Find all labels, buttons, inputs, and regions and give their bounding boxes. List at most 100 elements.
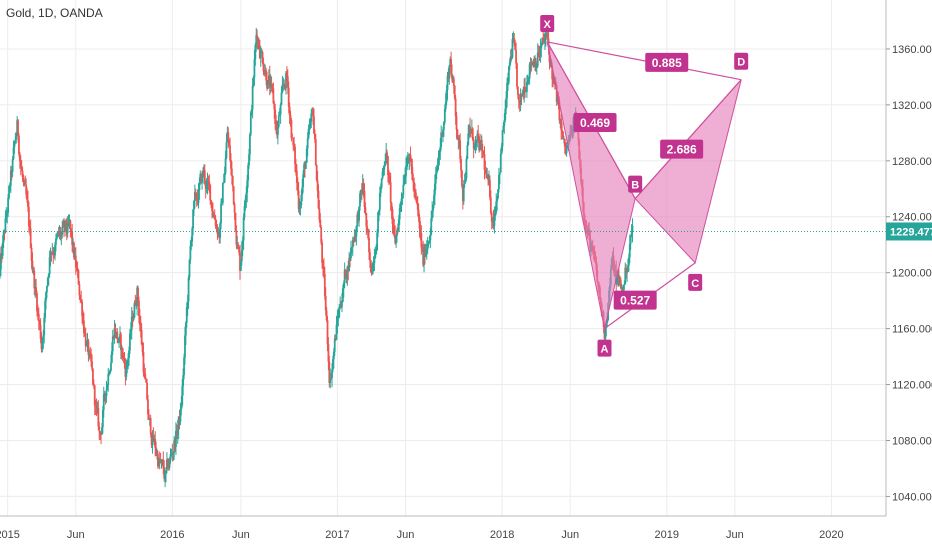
candle-body bbox=[289, 115, 292, 121]
candle-body bbox=[19, 160, 22, 167]
candle-body bbox=[51, 252, 54, 254]
candle-body bbox=[357, 214, 360, 221]
candle-body bbox=[618, 279, 621, 281]
candle-body bbox=[167, 467, 170, 469]
candle-body bbox=[430, 218, 433, 235]
candle-body bbox=[297, 190, 300, 210]
candle-body bbox=[387, 175, 390, 177]
candle-body bbox=[422, 249, 425, 266]
ratio-label-bg bbox=[613, 290, 657, 310]
candle-body bbox=[229, 145, 231, 161]
candle-body bbox=[255, 35, 258, 46]
ratio-label: 0.885 bbox=[652, 56, 682, 70]
candles bbox=[0, 24, 634, 488]
candle-body bbox=[414, 192, 416, 194]
candle-body bbox=[201, 173, 204, 183]
candle-body bbox=[93, 385, 96, 406]
candle-body bbox=[159, 461, 162, 463]
candle-body bbox=[304, 164, 306, 169]
candle-body bbox=[372, 263, 375, 265]
candle-body bbox=[503, 120, 506, 126]
candle-body bbox=[125, 367, 128, 377]
candle-body bbox=[511, 39, 514, 58]
candle-body bbox=[102, 394, 105, 410]
candle-body bbox=[63, 221, 65, 228]
candle-body bbox=[392, 223, 395, 226]
candle-body bbox=[406, 163, 408, 167]
candle-body bbox=[532, 61, 535, 65]
candle-body bbox=[245, 192, 248, 200]
candle-body bbox=[60, 234, 63, 237]
candle-body bbox=[24, 181, 27, 185]
candle-body bbox=[397, 219, 400, 231]
candle-body bbox=[373, 257, 376, 264]
y-tick-label: 1320.000 bbox=[892, 100, 932, 112]
candle-body bbox=[14, 139, 17, 142]
candle-body bbox=[220, 203, 222, 224]
candle-body bbox=[534, 60, 536, 67]
candle-body bbox=[97, 407, 100, 427]
candle-body bbox=[231, 175, 234, 187]
candle-body bbox=[606, 320, 609, 323]
candle-body bbox=[174, 440, 176, 447]
candle-body bbox=[438, 152, 441, 158]
candle-body bbox=[138, 300, 140, 317]
candle-body bbox=[214, 219, 217, 227]
candle-body bbox=[456, 129, 459, 140]
candle-body bbox=[101, 427, 103, 435]
pattern-triangle-bcd[interactable] bbox=[634, 79, 742, 264]
candle-body bbox=[482, 151, 485, 155]
candle-body bbox=[308, 127, 311, 129]
candle-body bbox=[603, 326, 606, 339]
candle-body bbox=[286, 76, 289, 88]
candle-body bbox=[404, 176, 407, 183]
candle-body bbox=[27, 207, 30, 227]
candle-body bbox=[461, 170, 463, 187]
candle-body bbox=[271, 84, 274, 89]
y-tick-label: 1040.000 bbox=[892, 491, 932, 503]
candle-body bbox=[451, 73, 453, 80]
candle-body bbox=[272, 88, 275, 104]
candle-body bbox=[356, 214, 359, 227]
candle-body bbox=[208, 181, 211, 185]
candle-body bbox=[130, 316, 133, 331]
candle-body bbox=[32, 270, 35, 272]
candle-body bbox=[481, 150, 484, 152]
x-tick-label: 2015 bbox=[0, 529, 20, 541]
candle-body bbox=[83, 332, 86, 334]
candle-body bbox=[321, 242, 323, 263]
candle-body bbox=[627, 265, 629, 272]
candle-body bbox=[359, 193, 361, 207]
candle-body bbox=[545, 32, 548, 35]
current-price-badge bbox=[886, 222, 932, 241]
candle-body bbox=[169, 454, 172, 460]
candle-body bbox=[3, 231, 6, 233]
harmonic-pattern[interactable]: X A B C D 0.885 0.469 0.527 2.686 bbox=[540, 14, 749, 357]
candle-body bbox=[290, 120, 293, 138]
point-label-bg bbox=[734, 52, 749, 70]
candle-body bbox=[443, 109, 446, 123]
candle-body bbox=[494, 212, 497, 217]
candle-body bbox=[426, 244, 429, 250]
candle-body bbox=[559, 119, 562, 121]
candle-body bbox=[23, 181, 26, 183]
candle-body bbox=[168, 459, 171, 468]
candle-body bbox=[187, 277, 190, 302]
candle-body bbox=[433, 183, 436, 196]
candle-body bbox=[193, 192, 196, 201]
candle-body bbox=[516, 63, 518, 87]
candle-body bbox=[317, 190, 320, 209]
candle-body bbox=[560, 119, 563, 131]
candle-body bbox=[262, 62, 265, 72]
candle-body bbox=[316, 180, 319, 191]
candle-body bbox=[183, 357, 185, 376]
candle-body bbox=[365, 213, 368, 227]
point-label-bg bbox=[597, 339, 612, 357]
candle-body bbox=[409, 154, 412, 159]
candle-body bbox=[103, 393, 106, 395]
y-tick-label: 1080.000 bbox=[892, 435, 932, 447]
chart-title: Gold, 1D, OANDA bbox=[6, 6, 103, 20]
candle-body bbox=[80, 299, 83, 302]
